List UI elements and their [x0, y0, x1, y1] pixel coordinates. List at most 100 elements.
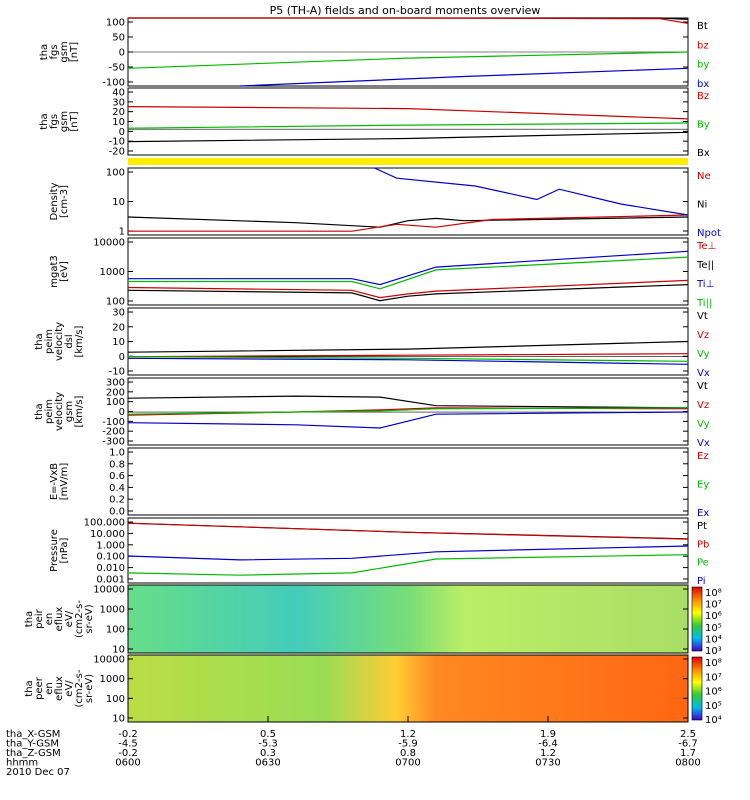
- series-line-velocity_dsl-3: [127, 357, 689, 365]
- series-line-fgs_dsl-0: [127, 106, 689, 120]
- x-tick-label: -0.2: [118, 729, 138, 740]
- colorbar-label: 10⁶: [705, 611, 722, 622]
- y-axis-label: eV/: [64, 680, 75, 697]
- series-line-pressure-2: [127, 545, 689, 561]
- legend-label: Vt: [697, 311, 708, 322]
- legend-label: Vx: [697, 438, 710, 449]
- y-tick-label: 100: [106, 625, 125, 636]
- series-line-pressure-1: [127, 522, 689, 540]
- legend-label: Bx: [697, 148, 710, 159]
- y-axis-label: [mV/m]: [59, 463, 70, 501]
- y-axis-label: en: [44, 682, 55, 695]
- y-tick-label: 0: [119, 127, 125, 138]
- y-axis-label: tha: [39, 113, 50, 129]
- y-axis-label: [nPa]: [59, 537, 70, 563]
- x-axis-row-label: hhmm: [6, 758, 38, 769]
- y-tick-label: 100: [106, 168, 125, 179]
- colorbar-label: 10⁷: [705, 600, 722, 611]
- panel-efield: 1.00.80.60.40.20.0 E=-VxB [mV/m] Ez Ey Ex: [49, 447, 709, 519]
- x-tick-label: -6.7: [678, 739, 698, 750]
- y-tick-label: 10000: [93, 655, 125, 666]
- y-axis-label: sr-eV): [84, 674, 95, 703]
- legend-label: Ex: [697, 508, 709, 519]
- y-tick-label: 1000: [100, 267, 125, 278]
- y-tick-label: 10: [112, 645, 125, 656]
- colorbar-peer_spec: [691, 656, 703, 721]
- x-axis-row-label: 2010 Dec 07: [6, 767, 70, 778]
- legend-label: Ti||: [696, 298, 712, 309]
- y-tick-label: 0: [119, 352, 125, 363]
- legend-label: bz: [697, 40, 709, 51]
- y-tick-label: 10: [112, 714, 125, 725]
- series-line-fgs_dsl-1: [127, 122, 689, 129]
- y-axis-label: en: [44, 613, 55, 626]
- legend-label: Bt: [697, 21, 708, 32]
- y-tick-label: 10000: [93, 585, 125, 596]
- y-tick-label: 30: [112, 308, 125, 319]
- series-line-velocity_gsm-0: [127, 395, 689, 409]
- series-line-fgs_gsm-2: [127, 51, 689, 69]
- y-axis-label: dsl: [64, 334, 75, 348]
- y-tick-label: 0.2: [109, 495, 125, 506]
- y-tick-label: 1000: [100, 605, 125, 616]
- y-axis-label: fgs: [49, 44, 60, 59]
- panel-velocity_dsl: 30 20 10 0 -10 tha peim velocity dsl [km/s] Vt Vz Vy…: [34, 307, 710, 379]
- y-tick-label: 100: [106, 694, 125, 705]
- legend-label: bx: [697, 79, 709, 90]
- y-tick-label: -10: [109, 137, 125, 148]
- y-axis-label: [cm-3]: [59, 185, 70, 218]
- colorbar-label: 10⁸: [705, 588, 722, 599]
- series-line-velocity_gsm-2: [127, 407, 689, 415]
- y-axis-label: (cm2-s-: [74, 600, 85, 638]
- y-tick-label: 0.6: [109, 471, 125, 482]
- legend-label: Pb: [697, 539, 709, 550]
- legend-label: Te⊥: [696, 241, 716, 252]
- y-tick-label: 30: [112, 97, 125, 108]
- panel-temp: 10000 1000 100 mgat3 [eV] Te⊥ Te|| Ti⊥ Ti||: [49, 237, 716, 309]
- y-tick-label: 100: [106, 18, 125, 29]
- x-tick-label: 1.2: [540, 748, 556, 759]
- x-tick-label: -5.9: [398, 739, 418, 750]
- colorbar-label: 10⁴: [705, 715, 722, 726]
- x-tick-label: 0.8: [400, 748, 416, 759]
- x-tick-label: 2.5: [680, 729, 696, 740]
- y-tick-label: -100: [102, 417, 125, 428]
- y-tick-label: 10: [112, 337, 125, 348]
- panel-peer_spec: 10⁸ 10⁷ 10⁶ 10⁵ 10⁴ 10000 1000 100 10 tha peer en ef…: [24, 654, 722, 726]
- spectrogram-peer_spec: [128, 655, 688, 722]
- y-tick-label: 0.010: [96, 563, 125, 574]
- y-tick-label: 100: [106, 397, 125, 408]
- x-tick-label: 0700: [395, 758, 420, 769]
- y-tick-label: 0.0: [109, 507, 125, 518]
- legend-label: Vz: [697, 330, 709, 341]
- x-tick-label: -6.4: [538, 739, 558, 750]
- y-tick-label: 20: [112, 107, 125, 118]
- y-axis-label: eV/: [64, 610, 75, 627]
- y-tick-label: -10: [109, 367, 125, 378]
- legend-label: Bz: [697, 91, 709, 102]
- y-axis-label: tha: [34, 333, 45, 349]
- y-axis-label: tha: [24, 611, 35, 627]
- x-tick-label: 0630: [255, 758, 280, 769]
- legend-label: Ne: [697, 171, 711, 182]
- y-tick-label: 200: [106, 387, 125, 398]
- x-tick-label: 0600: [115, 758, 140, 769]
- x-tick-label: 1.9: [540, 729, 556, 740]
- y-axis-label: gsm: [59, 111, 70, 132]
- series-line-density-2: [374, 167, 689, 216]
- panel-fgs_gsm: 100 50 0 -50 -100 tha fgs gsm [nT] Bt bz by bx: [39, 17, 709, 90]
- x-axis-row-label: tha_X-GSM: [6, 729, 60, 740]
- y-axis-label: Density: [49, 182, 60, 220]
- colorbar-label: 10³: [705, 646, 722, 657]
- colorbar-label: 10⁴: [705, 634, 722, 645]
- y-axis-label: eflux: [54, 676, 65, 701]
- legend-label: Ez: [697, 451, 709, 462]
- x-axis-row-label: tha_Y-GSM: [6, 739, 59, 750]
- x-tick-label: -0.2: [118, 748, 138, 759]
- y-axis-label: eflux: [54, 607, 65, 632]
- legend-label: Ey: [697, 480, 709, 491]
